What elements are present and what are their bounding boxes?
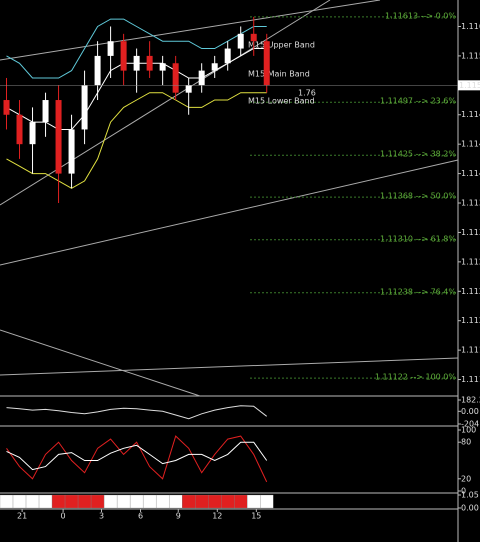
strip-block [155, 494, 170, 509]
x-tick-label: 3 [99, 512, 104, 521]
strip-block [247, 494, 261, 509]
strip-block [12, 494, 27, 509]
y-tick-label: 1.1112 [461, 375, 480, 384]
y-tick-label: 1.1144 [461, 140, 480, 149]
y-tick-label: 100 [461, 426, 476, 435]
strip-block [195, 494, 209, 509]
strip-block [169, 494, 183, 509]
strip-block [103, 494, 118, 509]
x-tick-label: 0 [61, 512, 66, 521]
strip-block [90, 494, 105, 509]
fib-label: 1.11368 --> 50.0% [380, 192, 456, 201]
band-label: M15 Upper Band [248, 41, 315, 50]
y-tick-label: 1.1124 [461, 287, 480, 296]
candle-body [133, 55, 140, 71]
band-label: M15 Main Band [248, 70, 310, 79]
y-tick-label: 1.1132 [461, 228, 480, 237]
candle-body [211, 63, 218, 71]
strip-block [64, 494, 79, 509]
fib-label: 1.11613 --> 0.0% [385, 11, 456, 20]
strip-block [38, 494, 53, 509]
strip-block [142, 494, 157, 509]
fib-label: 1.11310 --> 61.8% [380, 234, 456, 243]
y-tick-label: 1.114 [461, 169, 480, 178]
strip-block [129, 494, 144, 509]
indicator-line [6, 435, 268, 483]
strip-block [182, 494, 196, 509]
y-tick-label: 1.1156 [461, 51, 480, 60]
y-tick-label: 1.1116 [461, 346, 480, 355]
candle-body [16, 114, 23, 145]
strip-block [25, 494, 40, 509]
current-price-label: 1.1152 [459, 81, 480, 90]
band-label: M15 Lower Band [248, 97, 315, 106]
panel-borders [0, 0, 459, 542]
y-tick-label: 1.1136 [461, 199, 480, 208]
candle-body [146, 55, 153, 71]
candle-body [94, 55, 101, 86]
candle-body [263, 41, 270, 86]
strip-block [116, 494, 131, 509]
current-price-box [458, 80, 480, 91]
candle-body [198, 70, 205, 86]
candle-body [55, 100, 62, 174]
annotation: 1.76 [298, 89, 316, 98]
y-tick-label: 0.00 [461, 407, 479, 416]
strip-block [234, 494, 248, 509]
y-tick-label: 80 [461, 438, 471, 447]
candle-body [120, 41, 127, 71]
strip-block [51, 494, 66, 509]
fib-label: 1.11238 --> 76.4% [380, 287, 456, 296]
candle-body [237, 33, 244, 49]
candle-body [3, 100, 10, 115]
candle-body [81, 85, 88, 130]
x-tick-label: 9 [176, 512, 181, 521]
band-line [6, 92, 267, 189]
x-tick-label: 15 [251, 512, 261, 521]
x-tick-label: 12 [212, 512, 222, 521]
candle-body [68, 129, 75, 174]
band-line [6, 18, 267, 79]
y-tick-label: 1.05 [461, 491, 479, 500]
strip-block [260, 494, 274, 509]
strip-block [208, 494, 222, 509]
y-tick-label: 1.116 [461, 22, 480, 31]
fib-label: 1.11497 --> 23.6% [380, 97, 456, 106]
fib-label: 1.11425 --> 38.2% [380, 150, 456, 159]
candle-body [159, 63, 166, 71]
candle-body [42, 100, 49, 123]
candle-body [250, 33, 257, 42]
y-tick-label: 0 [461, 487, 466, 496]
strip-block [221, 494, 235, 509]
strip-block [0, 494, 14, 509]
candle-body [107, 41, 114, 56]
y-tick-label: 1.112 [461, 316, 480, 325]
y-tick-label: 1.1128 [461, 257, 480, 266]
candle-body [29, 122, 36, 145]
candle-body [172, 63, 179, 93]
strip-block [77, 494, 92, 509]
x-tick-label: 21 [17, 512, 27, 521]
x-tick-label: 6 [138, 512, 143, 521]
indicator-line [6, 441, 268, 471]
y-tick-label: 20 [461, 474, 471, 483]
candle-body [224, 48, 231, 64]
y-tick-label: 182.20 [461, 396, 480, 405]
indicator-line [6, 405, 268, 420]
y-tick-label: 1.1148 [461, 110, 480, 119]
fib-label: 1.11122 --> 100.0% [375, 373, 457, 382]
trend-lines [0, 0, 459, 397]
candle-body [185, 85, 192, 93]
y-tick-label: -204.7 [461, 420, 480, 429]
y-tick-label: 0.00 [461, 504, 479, 513]
